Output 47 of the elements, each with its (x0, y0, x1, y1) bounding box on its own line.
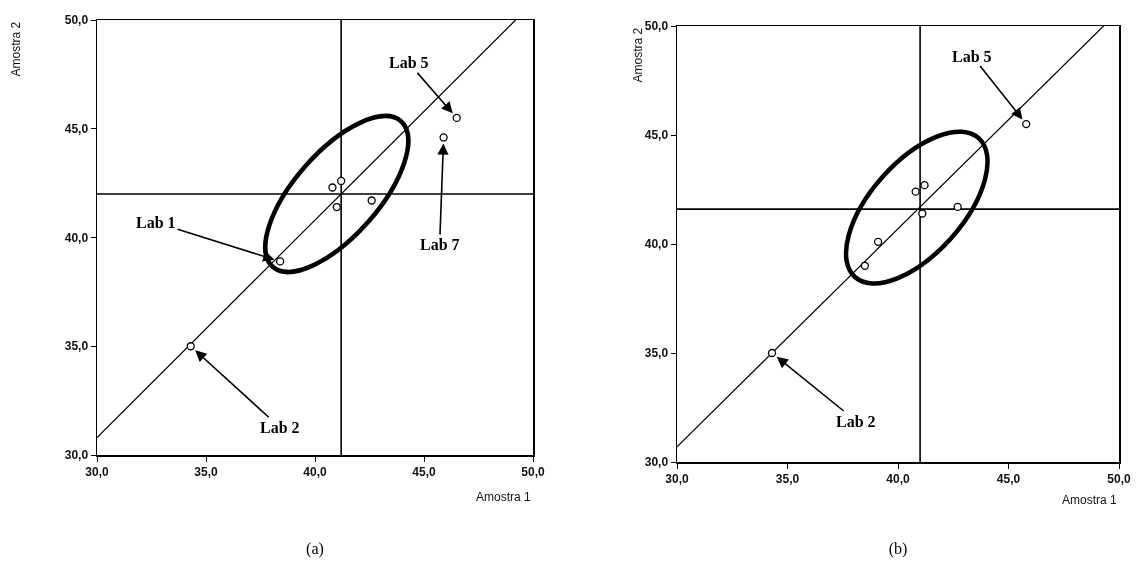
x-tick-label: 30,0 (85, 464, 109, 479)
x-tick-label: 35,0 (194, 464, 218, 479)
text: (b) (888, 539, 908, 558)
point (439, 133, 448, 142)
y-tick-label: 50,0 (644, 19, 669, 34)
x-tick-label: 30,0 (665, 471, 689, 486)
point (767, 348, 777, 358)
x-tick-label: 35,0 (775, 471, 800, 486)
point (328, 183, 337, 192)
y-tick-label: 50,0 (64, 13, 89, 28)
point (860, 261, 869, 270)
x-tick-label: 40,0 (886, 471, 910, 486)
point (1022, 119, 1031, 129)
point (275, 257, 285, 266)
y-tick-label: 35,0 (644, 346, 669, 361)
point (953, 202, 962, 212)
point (337, 176, 346, 186)
y-tick-label: 45,0 (644, 128, 669, 143)
x-tick-label: 40,0 (303, 464, 327, 479)
y-tick-label: 40,0 (644, 237, 669, 252)
annotation: Lab 2 (260, 419, 300, 436)
annotation: Lab 2 (836, 413, 876, 430)
annotation: Lab 5 (952, 48, 992, 65)
y-tick-label: 45,0 (64, 121, 89, 136)
y-tick-label: 35,0 (64, 339, 89, 354)
point (186, 342, 195, 351)
x-tick-label: 45,0 (412, 464, 436, 479)
y-axis-title: Amostra 2 (8, 21, 23, 77)
point (911, 187, 920, 196)
annotation: Lab 5 (389, 54, 429, 71)
point (873, 237, 883, 246)
annotation: Lab 1 (136, 214, 176, 231)
y-axis-title: Amostra 2 (630, 27, 645, 83)
x-tick-label: 45,0 (996, 471, 1021, 486)
point (920, 180, 929, 190)
annotation: Lab 7 (420, 236, 460, 253)
text: (a) (306, 539, 324, 558)
x-tick-label: 50,0 (521, 464, 545, 479)
x-axis-title: Amostra 1 (1062, 493, 1118, 507)
point (452, 113, 461, 123)
point (367, 196, 376, 205)
point (332, 202, 341, 212)
y-tick-label: 30,0 (64, 448, 89, 463)
x-tick-label: 50,0 (1107, 471, 1131, 486)
y-tick-label: 40,0 (64, 230, 89, 245)
x-axis-title: Amostra 1 (476, 490, 532, 504)
point (918, 209, 927, 218)
